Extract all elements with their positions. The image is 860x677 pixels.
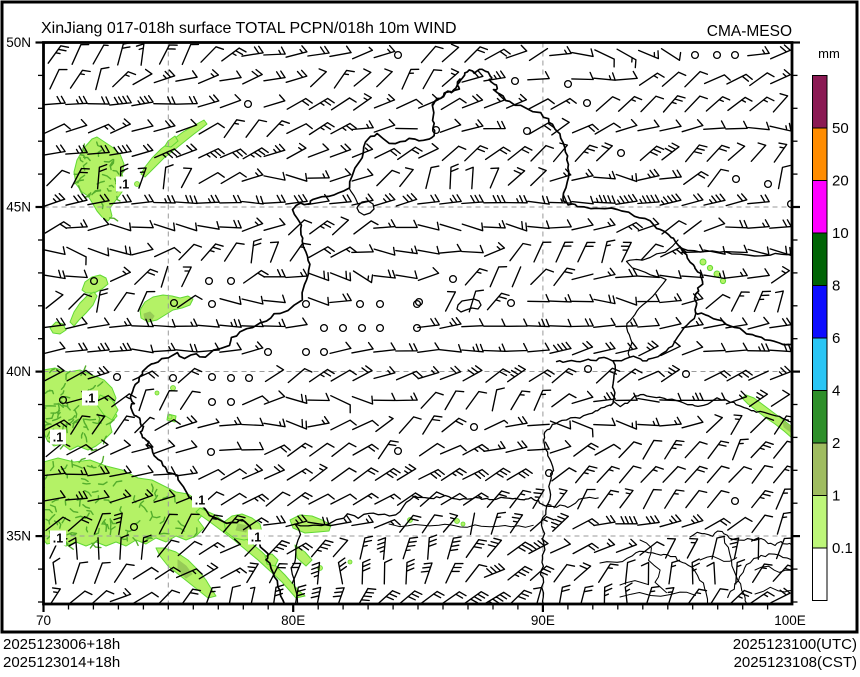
svg-text:.1: .1: [119, 178, 129, 192]
svg-text:50N: 50N: [6, 35, 31, 50]
svg-text:35N: 35N: [6, 529, 31, 544]
svg-text:80E: 80E: [281, 613, 305, 628]
svg-text:.1: .1: [195, 494, 205, 508]
svg-text:40N: 40N: [6, 364, 31, 379]
svg-text:.1: .1: [53, 431, 63, 445]
svg-text:2025123100(UTC): 2025123100(UTC): [733, 636, 857, 653]
svg-text:2025123014+18h: 2025123014+18h: [3, 654, 120, 671]
svg-text:90E: 90E: [531, 613, 555, 628]
svg-text:100E: 100E: [774, 613, 806, 628]
svg-text:0.1: 0.1: [832, 540, 853, 557]
svg-text:2025123108(CST): 2025123108(CST): [734, 654, 857, 671]
svg-text:50: 50: [832, 120, 849, 137]
svg-text:2: 2: [832, 435, 840, 452]
svg-text:6: 6: [832, 330, 840, 347]
svg-text:XinJiang 017-018h surface TOTA: XinJiang 017-018h surface TOTAL PCPN/018…: [41, 20, 457, 37]
svg-text:.1: .1: [85, 392, 95, 406]
svg-text:.1: .1: [251, 531, 261, 545]
svg-text:4: 4: [832, 383, 840, 400]
svg-text:CMA-MESO: CMA-MESO: [707, 23, 792, 40]
svg-text:20: 20: [832, 173, 849, 190]
svg-text:mm: mm: [818, 46, 840, 61]
svg-text:70: 70: [36, 613, 51, 628]
svg-text:.1: .1: [53, 532, 63, 546]
svg-text:45N: 45N: [6, 200, 31, 215]
svg-text:8: 8: [832, 278, 840, 295]
svg-text:10: 10: [832, 225, 849, 242]
svg-text:1: 1: [832, 488, 840, 505]
svg-text:2025123006+18h: 2025123006+18h: [3, 636, 120, 653]
